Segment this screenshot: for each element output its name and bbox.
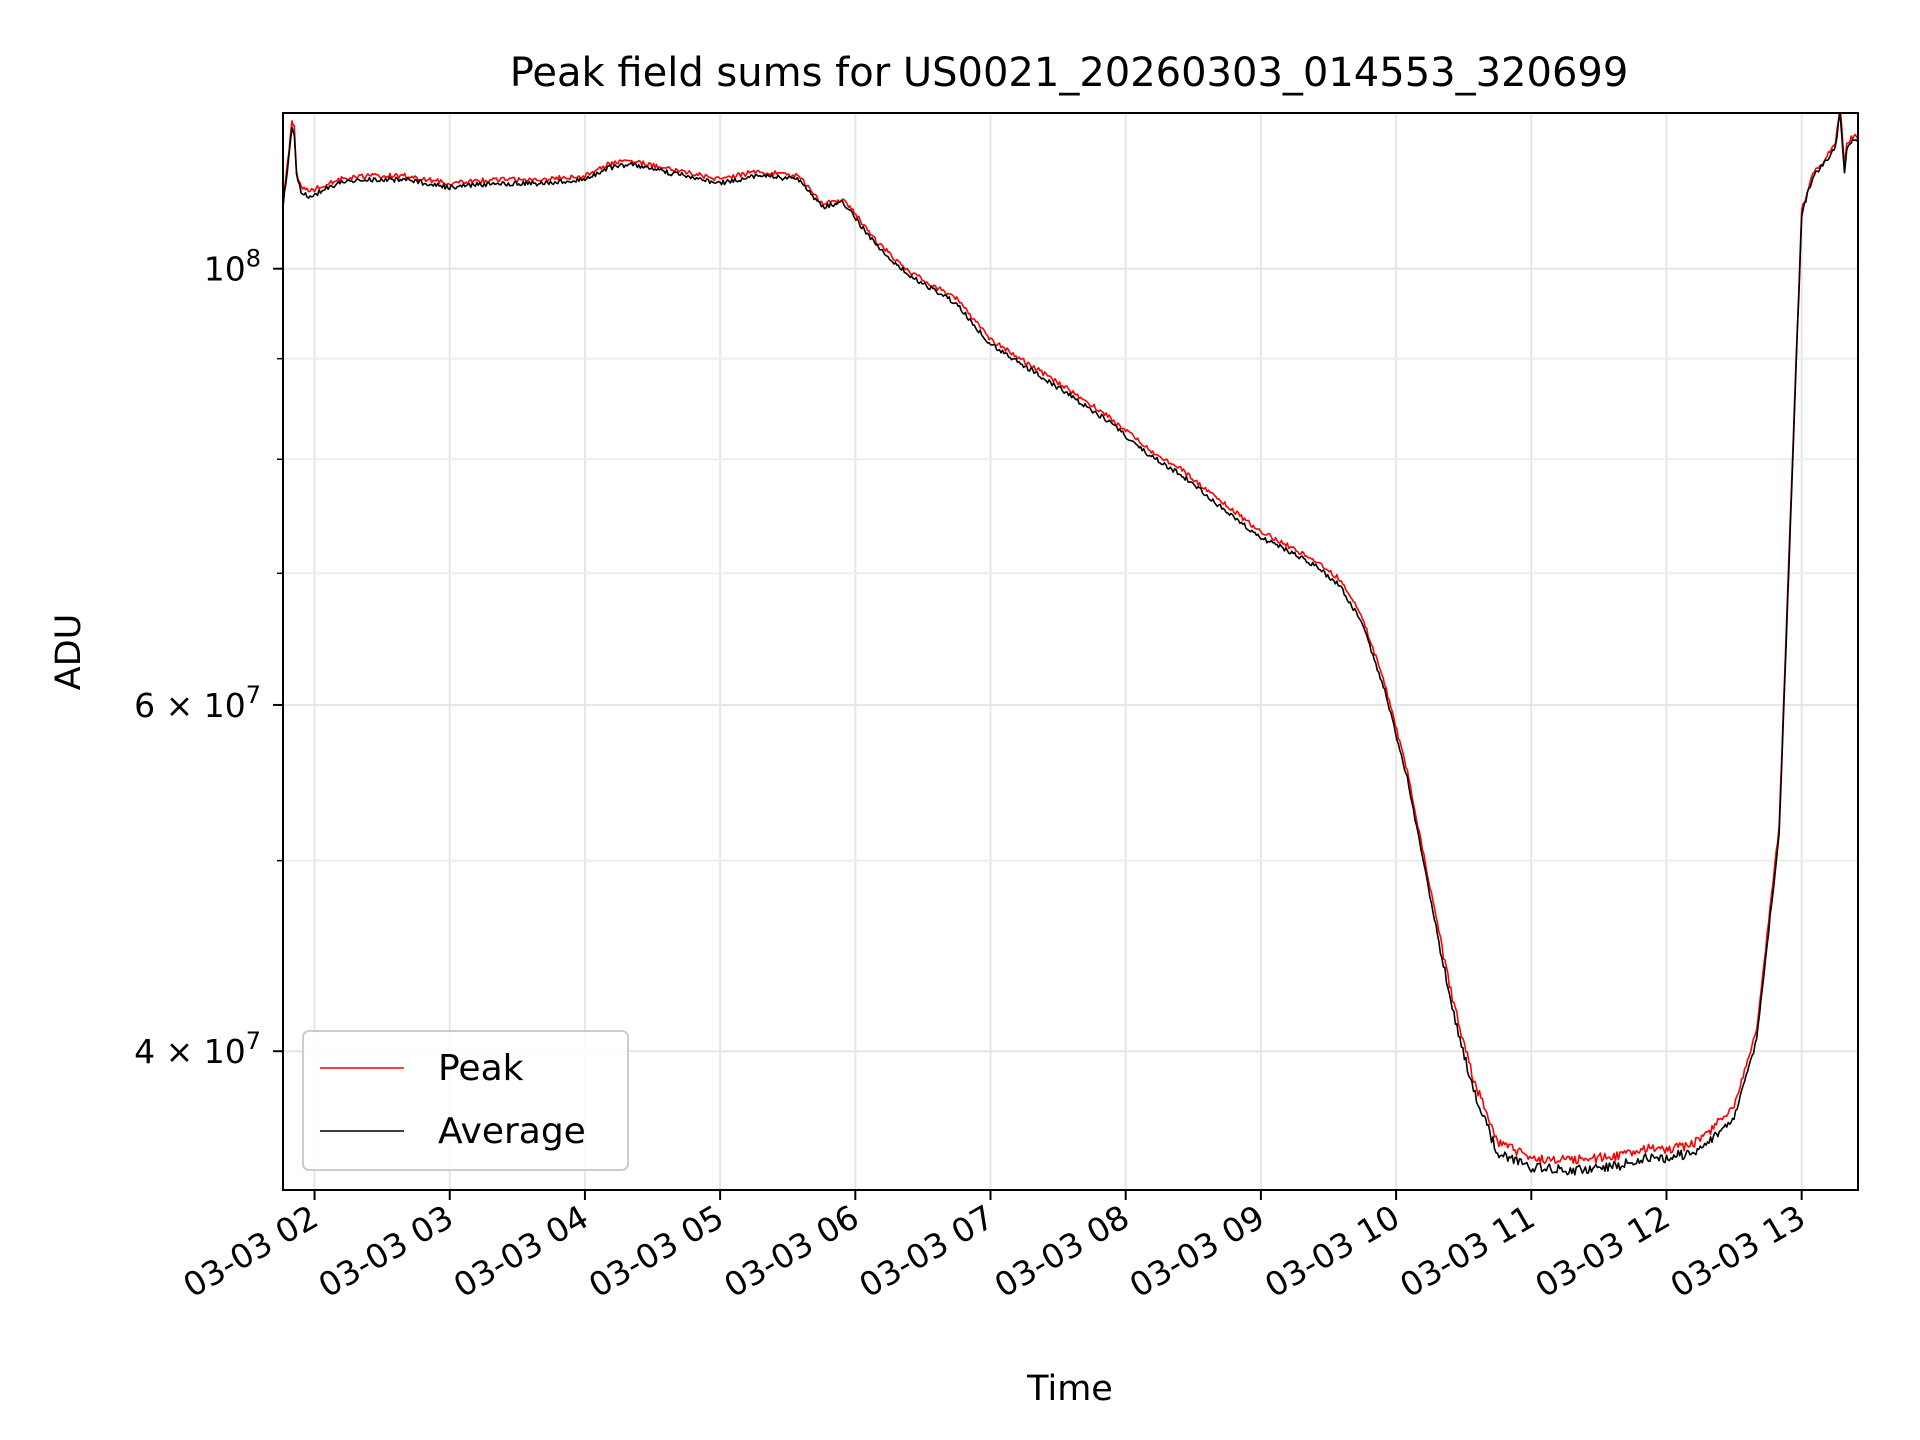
y-tick-label: 108: [204, 245, 261, 289]
legend-box: [302, 1030, 629, 1171]
y-tick-label: 6 × 107: [134, 681, 261, 725]
y-tick-label: 4 × 107: [134, 1027, 261, 1071]
legend-label-peak: Peak: [438, 1048, 524, 1089]
y-axis: 4 × 107 6 × 107 108: [134, 245, 283, 1071]
x-axis-label: Time: [1026, 1369, 1113, 1409]
legend-label-average: Average: [438, 1111, 586, 1152]
series-line-peak: [283, 113, 1858, 1165]
legend: Peak Average: [302, 1030, 629, 1171]
grid: [283, 113, 1858, 1190]
chart-title: Peak field sums for US0021_20260303_0145…: [510, 50, 1629, 96]
plot-frame: [282, 112, 1859, 1191]
series-layer: [283, 113, 1858, 1176]
y-axis-label: ADU: [49, 614, 89, 691]
series-line-average: [283, 113, 1858, 1176]
